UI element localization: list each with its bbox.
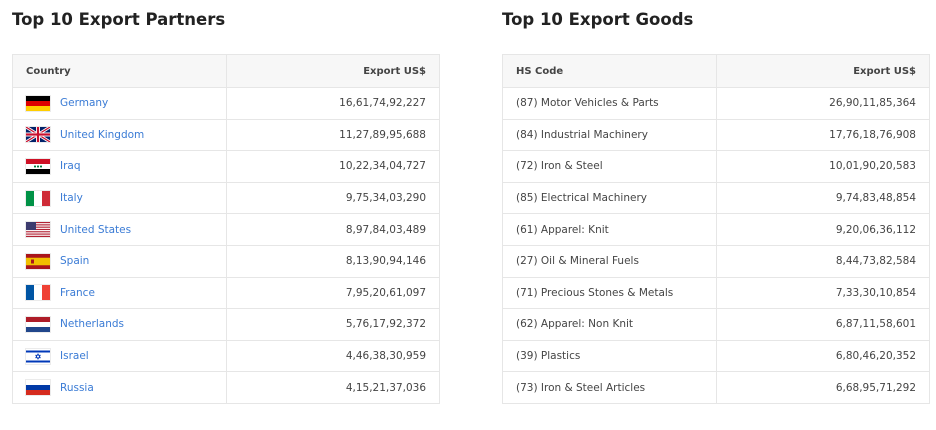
hs-code-cell: (73) Iron & Steel Articles bbox=[502, 371, 717, 404]
hs-code-cell: (84) Industrial Machinery bbox=[502, 118, 717, 152]
flag-il-icon bbox=[26, 348, 50, 364]
export-partners-title: Top 10 Export Partners bbox=[12, 10, 226, 29]
table-row: Iraq 10,22,34,04,727 bbox=[12, 150, 440, 183]
export-goods-title: Top 10 Export Goods bbox=[502, 10, 694, 29]
hs-code-cell: (27) Oil & Mineral Fuels bbox=[502, 244, 717, 278]
flag-iq-icon bbox=[26, 158, 50, 174]
export-value-cell: 9,20,06,36,112 bbox=[716, 213, 930, 246]
table-row: (84) Industrial Machinery 17,76,18,76,908 bbox=[502, 118, 930, 152]
hs-code-cell: (85) Electrical Machinery bbox=[502, 181, 717, 215]
hs-code-cell: (71) Precious Stones & Metals bbox=[502, 276, 717, 310]
export-value-cell: 10,01,90,20,583 bbox=[716, 150, 930, 183]
table-row: Israel 4,46,38,30,959 bbox=[12, 339, 440, 373]
country-column-header[interactable]: Country bbox=[12, 54, 227, 88]
hs-code-column-header[interactable]: HS Code bbox=[502, 54, 717, 88]
flag-de-icon bbox=[26, 95, 50, 111]
export-value-cell: 5,76,17,92,372 bbox=[226, 308, 440, 341]
country-link[interactable]: France bbox=[60, 286, 95, 299]
table-row: France 7,95,20,61,097 bbox=[12, 276, 440, 310]
country-cell: United Kingdom bbox=[12, 118, 227, 152]
country-link[interactable]: Netherlands bbox=[60, 318, 125, 331]
table-row: Germany 16,61,74,92,227 bbox=[12, 87, 440, 120]
export-value-cell: 9,74,83,48,854 bbox=[716, 181, 930, 215]
export-value-cell: 6,68,95,71,292 bbox=[716, 371, 930, 404]
export-value-cell: 17,76,18,76,908 bbox=[716, 118, 930, 152]
table-row: (87) Motor Vehicles & Parts 26,90,11,85,3… bbox=[502, 87, 930, 120]
country-cell: Iraq bbox=[12, 150, 227, 183]
country-link[interactable]: Israel bbox=[60, 350, 89, 363]
export-partners-rows: Germany 16,61,74,92,227 United Kingdom 11,2… bbox=[12, 87, 440, 404]
table-row: United Kingdom 11,27,89,95,688 bbox=[12, 118, 440, 152]
table-row: Italy 9,75,34,03,290 bbox=[12, 181, 440, 215]
export-value-cell: 7,33,30,10,854 bbox=[716, 276, 930, 310]
export-value-column-header[interactable]: Export US$ bbox=[226, 54, 440, 88]
export-value-cell: 7,95,20,61,097 bbox=[226, 276, 440, 310]
export-value-cell: 8,13,90,94,146 bbox=[226, 244, 440, 278]
table-row: (62) Apparel: Non Knit 6,87,11,58,601 bbox=[502, 308, 930, 341]
table-row: (73) Iron & Steel Articles 6,68,95,71,292 bbox=[502, 371, 930, 404]
flag-gb-icon bbox=[26, 127, 50, 143]
export-goods-rows: (87) Motor Vehicles & Parts 26,90,11,85,3… bbox=[502, 87, 930, 404]
country-cell: Spain bbox=[12, 244, 227, 278]
flag-ru-icon bbox=[26, 380, 50, 396]
export-value-cell: 4,46,38,30,959 bbox=[226, 339, 440, 373]
country-cell: France bbox=[12, 276, 227, 310]
hs-code-cell: (39) Plastics bbox=[502, 339, 717, 373]
table-row: (85) Electrical Machinery 9,74,83,48,854 bbox=[502, 181, 930, 215]
export-value-cell: 4,15,21,37,036 bbox=[226, 371, 440, 404]
country-link[interactable]: Germany bbox=[60, 97, 109, 110]
country-cell: Germany bbox=[12, 87, 227, 120]
table-row: (71) Precious Stones & Metals 7,33,30,10,… bbox=[502, 276, 930, 310]
country-link[interactable]: United States bbox=[60, 223, 132, 236]
table-row: United States 8,97,84,03,489 bbox=[12, 213, 440, 246]
country-cell: United States bbox=[12, 213, 227, 246]
export-value-cell: 8,44,73,82,584 bbox=[716, 244, 930, 278]
table-header-row: Country Export US$ bbox=[12, 54, 440, 88]
table-row: Russia 4,15,21,37,036 bbox=[12, 371, 440, 404]
hs-code-cell: (72) Iron & Steel bbox=[502, 150, 717, 183]
country-link[interactable]: Spain bbox=[60, 255, 90, 268]
country-cell: Russia bbox=[12, 371, 227, 404]
flag-fr-icon bbox=[26, 285, 50, 301]
country-link[interactable]: Iraq bbox=[60, 160, 81, 173]
export-value-cell: 6,80,46,20,352 bbox=[716, 339, 930, 373]
country-link[interactable]: Italy bbox=[60, 192, 83, 205]
hs-code-cell: (62) Apparel: Non Knit bbox=[502, 308, 717, 341]
country-link[interactable]: United Kingdom bbox=[60, 128, 145, 141]
hs-code-cell: (61) Apparel: Knit bbox=[502, 213, 717, 246]
export-value-cell: 11,27,89,95,688 bbox=[226, 118, 440, 152]
table-row: (27) Oil & Mineral Fuels 8,44,73,82,584 bbox=[502, 244, 930, 278]
table-row: (61) Apparel: Knit 9,20,06,36,112 bbox=[502, 213, 930, 246]
export-value-cell: 10,22,34,04,727 bbox=[226, 150, 440, 183]
export-value-column-header[interactable]: Export US$ bbox=[716, 54, 930, 88]
country-cell: Netherlands bbox=[12, 308, 227, 341]
table-row: Netherlands 5,76,17,92,372 bbox=[12, 308, 440, 341]
export-value-cell: 16,61,74,92,227 bbox=[226, 87, 440, 120]
table-row: Spain 8,13,90,94,146 bbox=[12, 244, 440, 278]
table-header-row: HS Code Export US$ bbox=[502, 54, 930, 88]
table-row: (72) Iron & Steel 10,01,90,20,583 bbox=[502, 150, 930, 183]
flag-nl-icon bbox=[26, 316, 50, 332]
hs-code-cell: (87) Motor Vehicles & Parts bbox=[502, 87, 717, 120]
export-partners-table: Country Export US$ Germany 16,61,74,92,22… bbox=[12, 54, 440, 404]
country-link[interactable]: Russia bbox=[60, 381, 94, 394]
flag-it-icon bbox=[26, 190, 50, 206]
export-value-cell: 9,75,34,03,290 bbox=[226, 181, 440, 215]
table-row: (39) Plastics 6,80,46,20,352 bbox=[502, 339, 930, 373]
export-value-cell: 8,97,84,03,489 bbox=[226, 213, 440, 246]
country-cell: Israel bbox=[12, 339, 227, 373]
export-value-cell: 26,90,11,85,364 bbox=[716, 87, 930, 120]
export-goods-table: HS Code Export US$ (87) Motor Vehicles &… bbox=[502, 54, 930, 404]
country-cell: Italy bbox=[12, 181, 227, 215]
flag-es-icon bbox=[26, 253, 50, 269]
flag-us-icon bbox=[26, 222, 50, 238]
export-value-cell: 6,87,11,58,601 bbox=[716, 308, 930, 341]
